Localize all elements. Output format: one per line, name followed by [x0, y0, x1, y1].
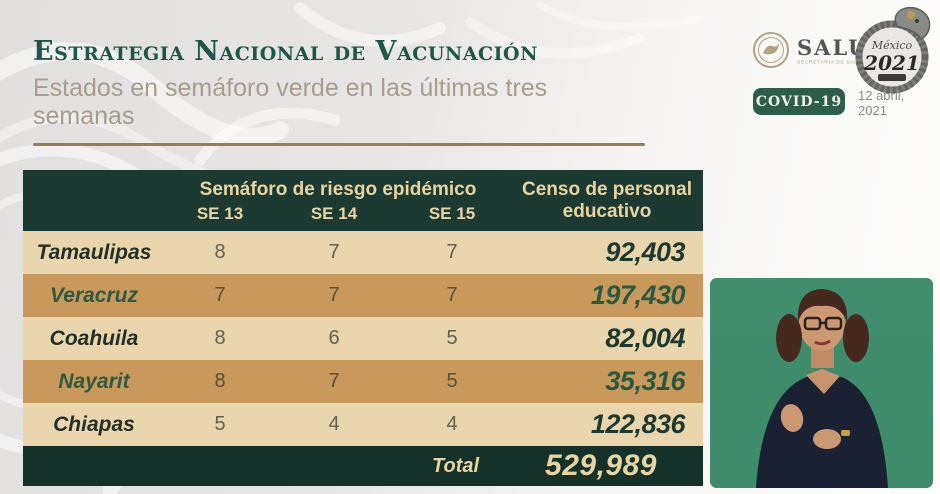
title-underline: [33, 143, 645, 146]
se13-value: 7: [214, 284, 226, 306]
state-name: Chiapas: [53, 412, 135, 436]
census-value: 92,403: [605, 237, 685, 267]
page-title: Estrategia Nacional de Vacunación: [33, 36, 538, 67]
table-row: Coahuila 8 6 5 82,004: [23, 317, 703, 360]
total-label: Total: [432, 454, 480, 477]
sign-language-interpreter: [710, 278, 933, 488]
state-name: Veracruz: [50, 283, 138, 307]
semaforo-group-header: Semáforo de riesgo epidémico SE 13 SE 14…: [165, 170, 511, 231]
se15-value: 7: [446, 284, 458, 306]
svg-text:México: México: [871, 39, 913, 52]
week-column-header-se14: SE 14: [310, 204, 358, 223]
state-column-header: [23, 170, 165, 231]
se15-value: 5: [446, 327, 458, 349]
table-row: Tamaulipas 8 7 7 92,403: [23, 231, 703, 274]
total-row: Total 529,989: [23, 446, 703, 486]
table-row: Nayarit 8 7 5 35,316: [23, 360, 703, 403]
se15-value: 5: [446, 370, 458, 392]
state-name: Coahuila: [49, 326, 139, 350]
se14-value: 7: [328, 284, 340, 306]
week-column-header-se13: SE 13: [196, 204, 244, 223]
se13-value: 5: [214, 413, 226, 435]
date-line1: 12 abril,: [858, 88, 905, 103]
state-name: Nayarit: [58, 369, 130, 393]
se14-value: 7: [328, 241, 340, 263]
se13-value: 8: [214, 241, 226, 263]
census-column-header: Censo de personal educativo: [522, 178, 692, 222]
group-header-title: Semáforo de riesgo epidémico: [199, 179, 477, 200]
date-line2: 2021: [858, 103, 887, 118]
table-body: Tamaulipas 8 7 7 92,403 Veracruz 7 7 7 1…: [23, 231, 703, 446]
se13-value: 8: [214, 370, 226, 392]
state-name: Tamaulipas: [36, 240, 152, 264]
salud-department: SECRETARÍA DE SALUD: [797, 59, 867, 65]
se14-value: 7: [328, 370, 340, 392]
interpreter-video: [710, 278, 933, 488]
covid19-badge: COVID-19: [753, 88, 845, 115]
table-row: Chiapas 5 4 4 122,836: [23, 403, 703, 446]
mexico-2021-badge: México 2021: [851, 4, 937, 103]
table-header: Semáforo de riesgo epidémico SE 13 SE 14…: [23, 170, 703, 231]
date-label: 12 abril, 2021: [858, 88, 904, 118]
se14-value: 4: [328, 413, 340, 435]
salud-seal-icon: [752, 31, 790, 74]
page-subtitle: Estados en semáforo verde en las últimas…: [33, 74, 548, 130]
vaccination-table: Semáforo de riesgo epidémico SE 13 SE 14…: [23, 170, 703, 486]
census-value: 82,004: [605, 323, 685, 353]
census-value: 122,836: [590, 409, 686, 439]
se15-value: 4: [446, 413, 458, 435]
se14-value: 6: [328, 327, 340, 349]
census-value: 35,316: [605, 366, 685, 396]
se13-value: 8: [214, 327, 226, 349]
week-column-header-se15: SE 15: [428, 204, 476, 223]
total-value: 529,989: [545, 449, 657, 482]
quetzalcoatl-icon: [894, 6, 931, 40]
table-row: Veracruz 7 7 7 197,430: [23, 274, 703, 317]
se15-value: 7: [446, 241, 458, 263]
census-value: 197,430: [590, 280, 686, 310]
svg-text:2021: 2021: [863, 51, 920, 75]
